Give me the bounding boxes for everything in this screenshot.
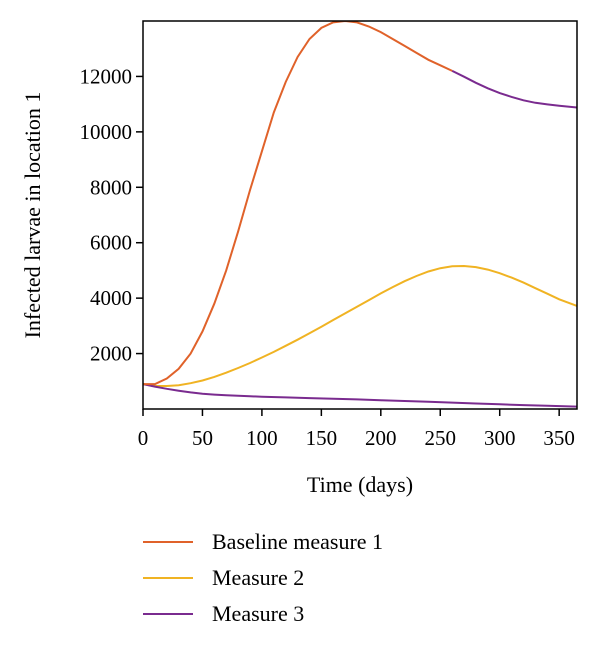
x-tick-label: 50 [192,426,213,450]
y-tick-label: 6000 [90,231,132,255]
series-line-measure-3 [143,383,577,408]
x-axis-title: Time (days) [307,472,413,497]
y-tick-label: 10000 [80,120,133,144]
y-tick-label: 8000 [90,175,132,199]
series-line-measure-3-upper [451,70,577,109]
x-tick-label: 350 [543,426,575,450]
x-tick-label: 300 [484,426,516,450]
x-tick-label: 150 [306,426,338,450]
series-line-measure-2 [143,264,577,387]
legend-label-measure-2: Measure 2 [212,565,304,590]
y-tick-label: 4000 [90,286,132,310]
series-line-baseline-measure-1 [143,21,453,386]
y-tick-label: 2000 [90,342,132,366]
legend: Baseline measure 1 Measure 2 Measure 3 [143,529,383,626]
x-tick-label: 0 [138,426,149,450]
plot-frame [142,20,578,410]
y-axis-title: Infected larvae in location 1 [20,92,45,339]
legend-label-baseline-measure-1: Baseline measure 1 [212,529,383,554]
y-tick-label: 12000 [80,64,133,88]
x-tick-label: 200 [365,426,397,450]
x-tick-label: 250 [425,426,457,450]
x-tick-label: 100 [246,426,278,450]
legend-label-measure-3: Measure 3 [212,601,304,626]
